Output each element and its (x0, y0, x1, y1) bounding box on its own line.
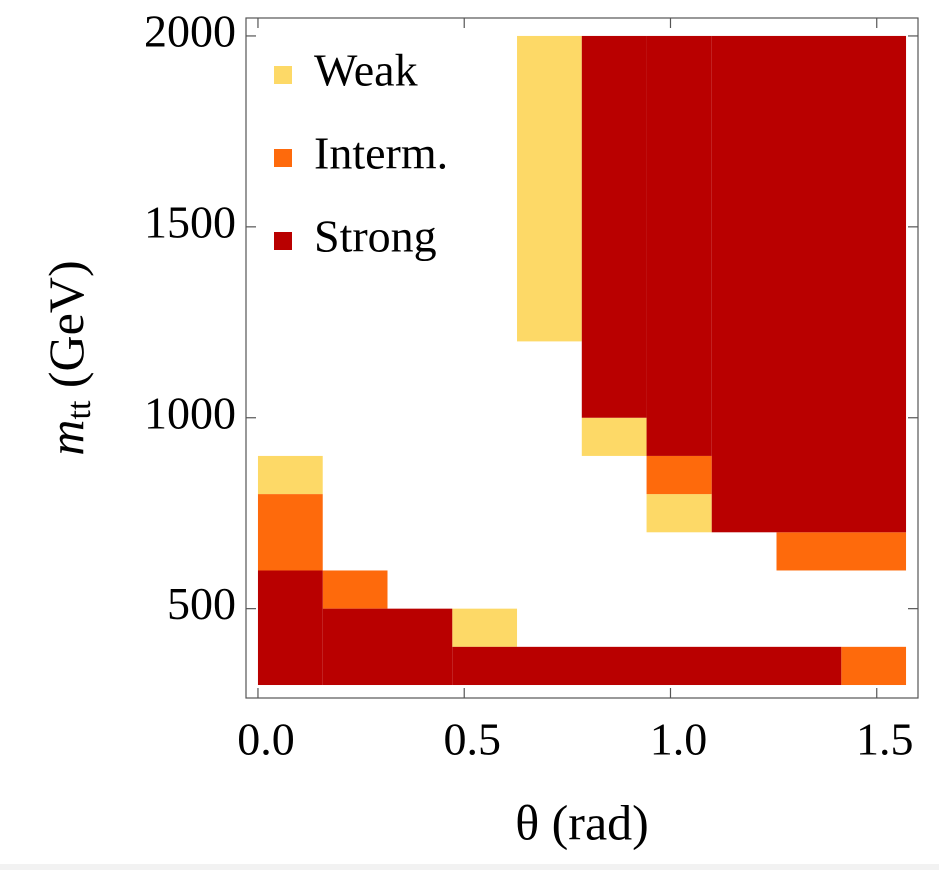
footer-strip (0, 864, 939, 870)
cell (517, 35, 582, 342)
x-tick-label: 1.0 (650, 714, 708, 765)
legend-label: Interm. (314, 128, 448, 179)
y-axis-label: mtt (GeV) (38, 260, 97, 455)
cell (257, 570, 323, 686)
y-label-sub: tt (61, 400, 98, 419)
cell (646, 455, 712, 495)
cell (776, 532, 907, 571)
cell (581, 417, 647, 456)
cell (711, 35, 907, 533)
cell (322, 608, 453, 686)
y-tick-label: 2000 (144, 6, 236, 57)
cell (841, 646, 907, 686)
cell (257, 455, 323, 495)
y-label-rest: (GeV) (38, 260, 94, 400)
x-tick-label: 1.5 (856, 714, 914, 765)
y-tick-label: 1000 (144, 387, 236, 438)
legend-swatch (274, 232, 292, 250)
cell (646, 494, 712, 533)
y-tick-label: 500 (167, 578, 236, 629)
x-axis-label: θ (rad) (515, 794, 649, 850)
cell (452, 646, 842, 686)
x-tick-label: 0.0 (237, 714, 295, 765)
cell (646, 35, 712, 456)
cell (257, 494, 323, 571)
cell (322, 570, 388, 609)
legend-label: Weak (314, 45, 418, 96)
cell (452, 608, 518, 647)
x-tick-label: 0.5 (443, 714, 501, 765)
y-label-main: m (38, 420, 94, 456)
legend-swatch (274, 149, 292, 167)
plot-frame (245, 17, 919, 699)
legend-label: Strong (314, 211, 437, 262)
legend-swatch (274, 66, 292, 84)
cell (581, 35, 647, 418)
y-tick-label: 1500 (144, 196, 236, 247)
